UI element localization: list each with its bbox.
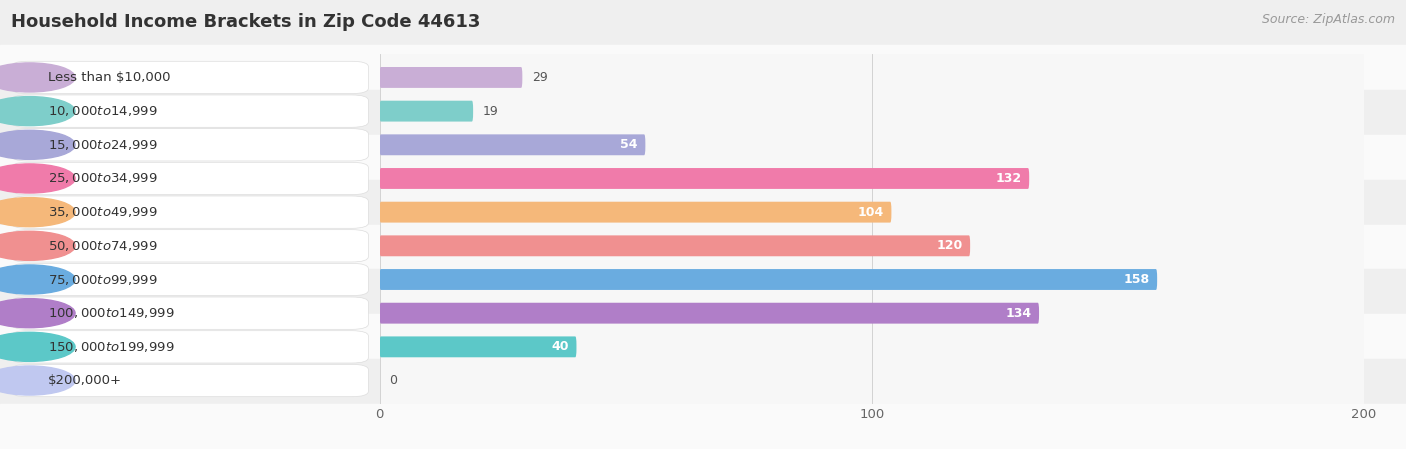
- Text: 54: 54: [620, 138, 638, 151]
- Text: 0: 0: [389, 374, 398, 387]
- Text: 104: 104: [858, 206, 884, 219]
- Text: $75,000 to $99,999: $75,000 to $99,999: [48, 273, 157, 286]
- FancyBboxPatch shape: [380, 269, 1157, 290]
- FancyBboxPatch shape: [380, 303, 1039, 324]
- Text: $200,000+: $200,000+: [48, 374, 122, 387]
- Text: Household Income Brackets in Zip Code 44613: Household Income Brackets in Zip Code 44…: [11, 13, 481, 31]
- Text: Less than $10,000: Less than $10,000: [48, 71, 170, 84]
- Text: 132: 132: [995, 172, 1022, 185]
- FancyBboxPatch shape: [380, 202, 891, 223]
- FancyBboxPatch shape: [380, 101, 472, 122]
- Text: Source: ZipAtlas.com: Source: ZipAtlas.com: [1261, 13, 1395, 26]
- Text: $10,000 to $14,999: $10,000 to $14,999: [48, 104, 157, 118]
- Text: $35,000 to $49,999: $35,000 to $49,999: [48, 205, 157, 219]
- Text: 19: 19: [484, 105, 499, 118]
- Text: $15,000 to $24,999: $15,000 to $24,999: [48, 138, 157, 152]
- FancyBboxPatch shape: [380, 235, 970, 256]
- Text: 158: 158: [1123, 273, 1150, 286]
- Text: 134: 134: [1005, 307, 1032, 320]
- Text: 120: 120: [936, 239, 963, 252]
- Text: $25,000 to $34,999: $25,000 to $34,999: [48, 172, 157, 185]
- Text: $100,000 to $149,999: $100,000 to $149,999: [48, 306, 174, 320]
- Text: $150,000 to $199,999: $150,000 to $199,999: [48, 340, 174, 354]
- Text: $50,000 to $74,999: $50,000 to $74,999: [48, 239, 157, 253]
- FancyBboxPatch shape: [380, 336, 576, 357]
- Text: 40: 40: [551, 340, 569, 353]
- FancyBboxPatch shape: [380, 67, 523, 88]
- FancyBboxPatch shape: [380, 134, 645, 155]
- FancyBboxPatch shape: [380, 168, 1029, 189]
- Text: 29: 29: [533, 71, 548, 84]
